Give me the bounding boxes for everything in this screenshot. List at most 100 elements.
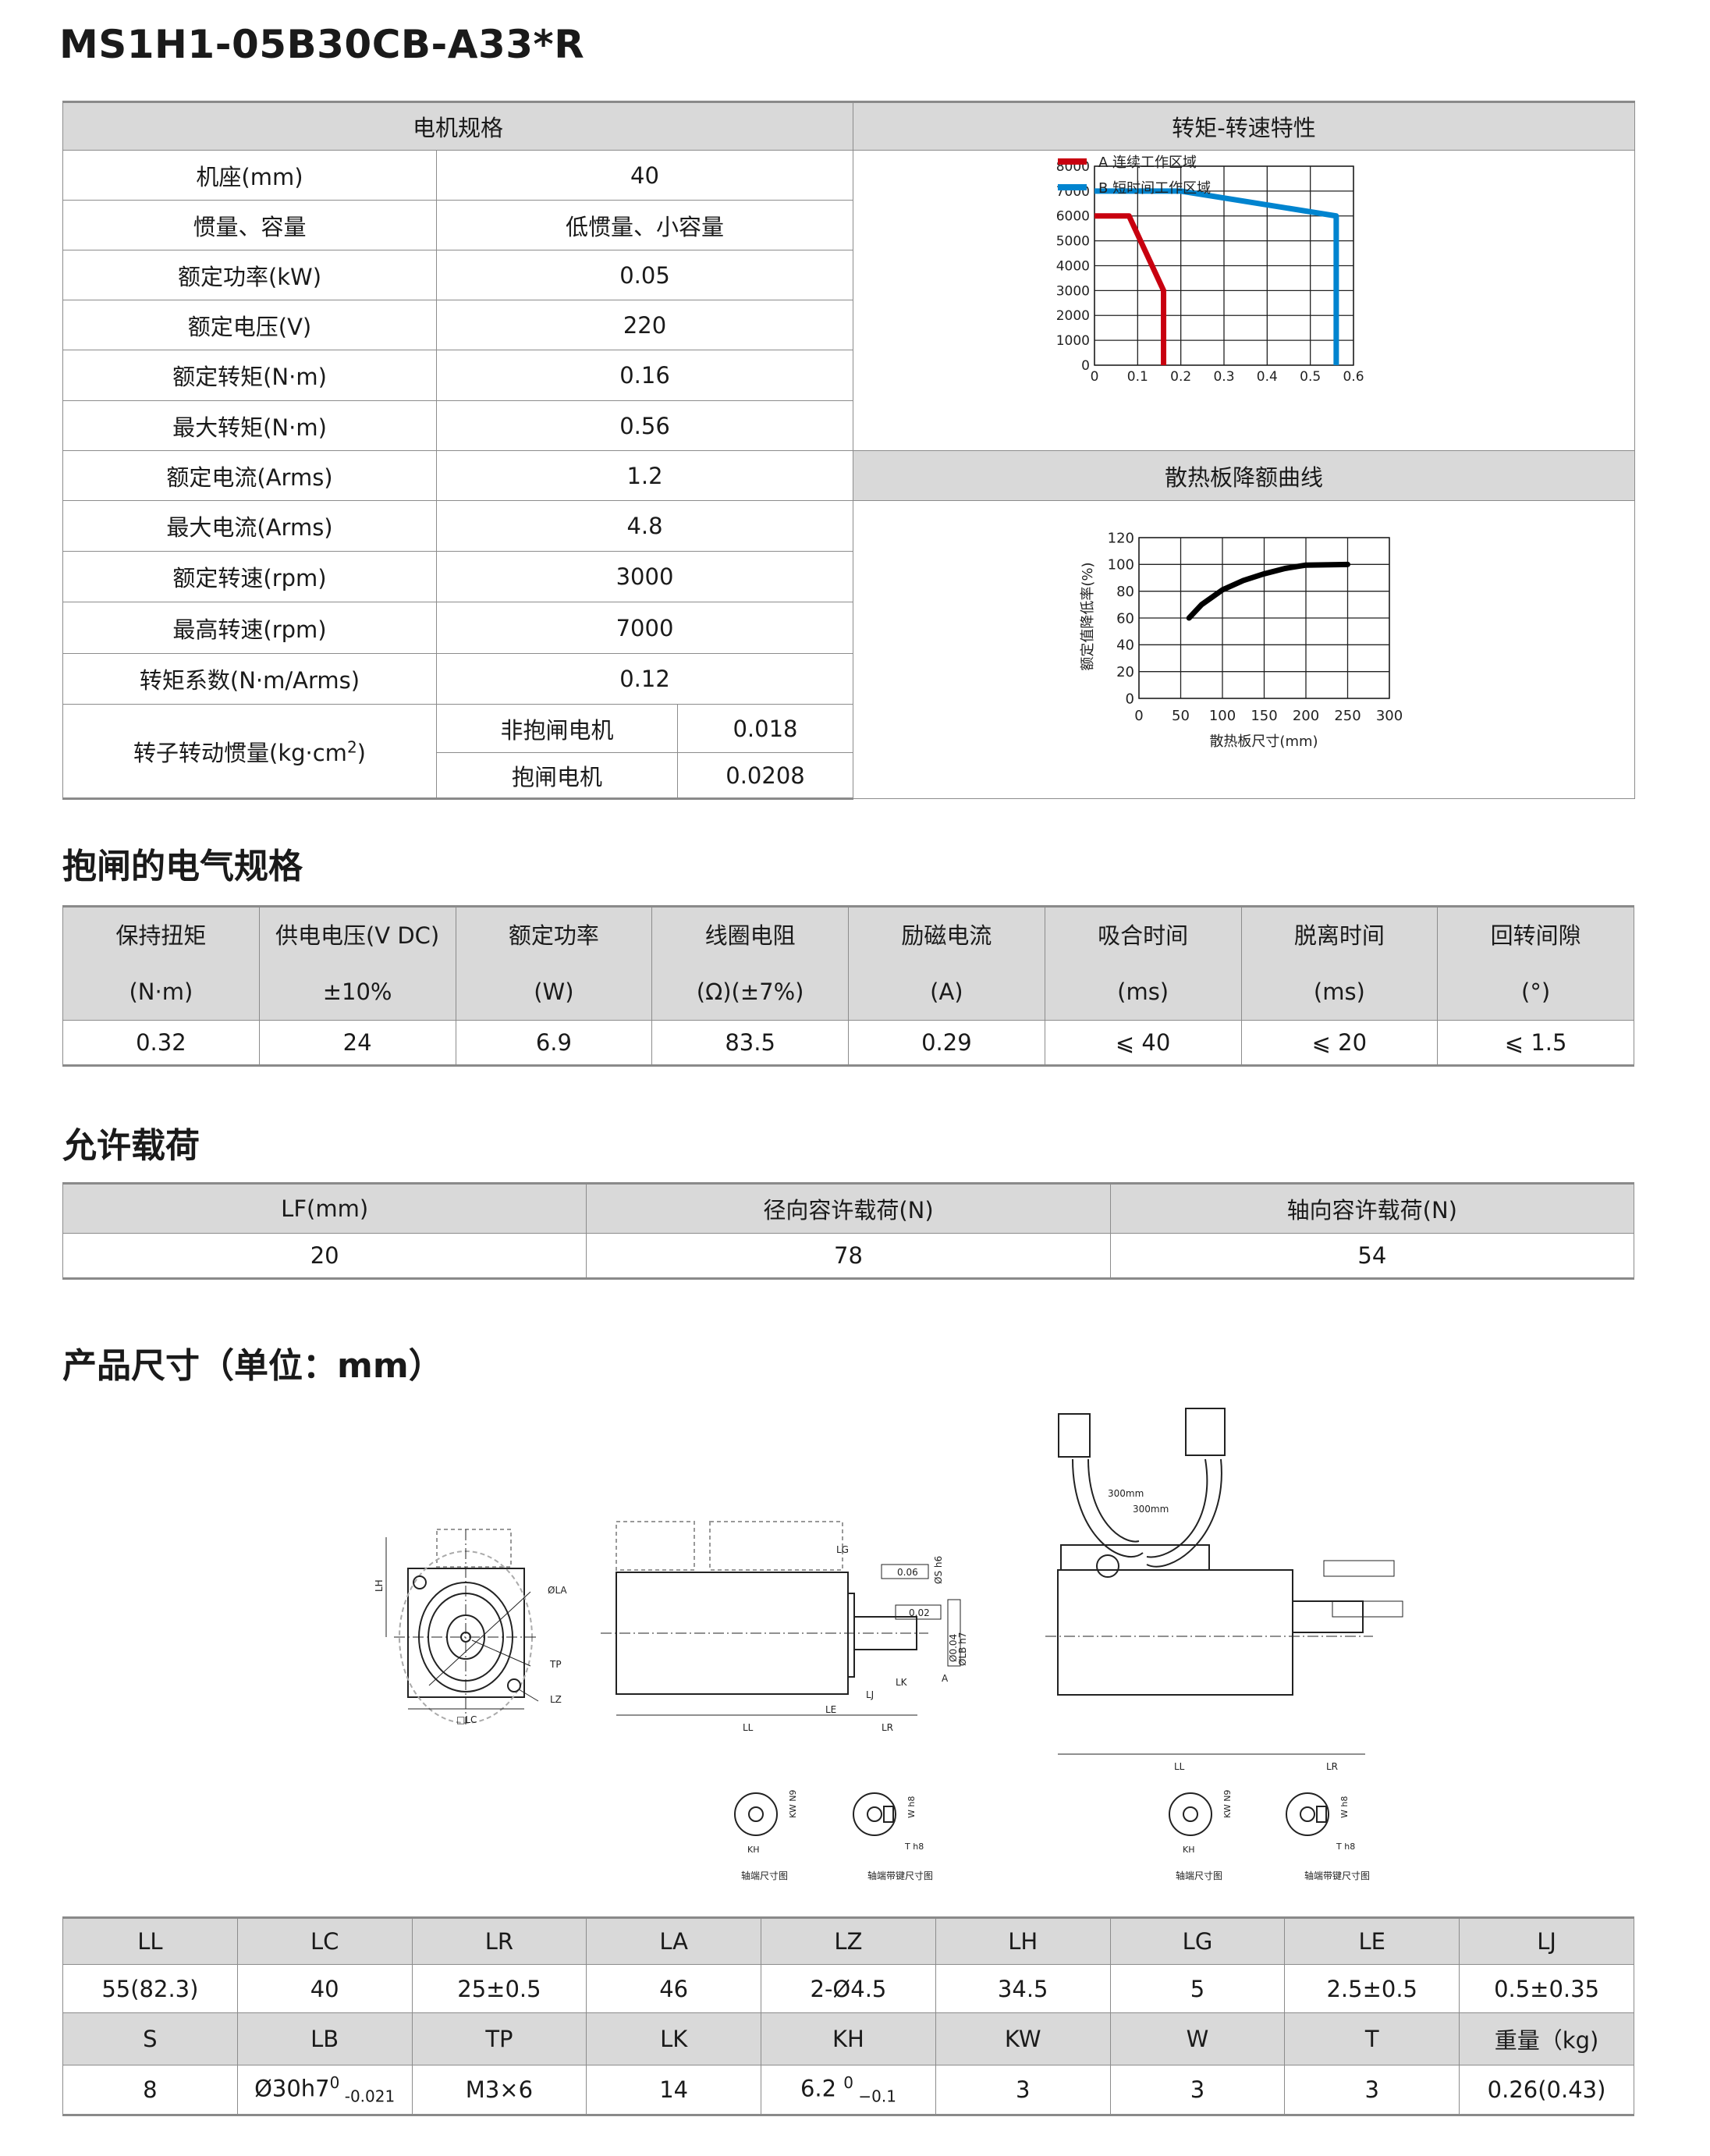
dim-value: 0.5±0.35: [1459, 1964, 1634, 2013]
legend-label: A 连续工作区域: [1098, 155, 1197, 171]
label-coaxial: Ø0.04: [948, 1634, 959, 1662]
brake-value: 6.9: [455, 1020, 653, 1067]
brake-col-title: 额定功率: [508, 922, 599, 949]
spec-value: 4.8: [435, 500, 854, 552]
label-t: T h8: [904, 1842, 924, 1852]
dim-header: LE: [1284, 1916, 1460, 1965]
brake-col-title: 吸合时间: [1098, 922, 1189, 949]
spec-value: 低惯量、小容量: [435, 200, 854, 250]
label-t-2: T h8: [1336, 1842, 1355, 1852]
front-view: ØLA TP LZ LH □LC: [374, 1529, 567, 1725]
inertia-sub-label: 非抱闸电机: [436, 704, 678, 753]
dim-value: 3: [1284, 2065, 1460, 2116]
spec-label: 最大电流(Arms): [62, 500, 437, 552]
spec-value: 0.56: [435, 400, 854, 451]
caption-shaft-end-2: 轴端尺寸图: [1176, 1870, 1222, 1881]
spec-label: 额定电流(Arms): [62, 450, 437, 501]
dim-value-main: Ø30h7: [254, 2075, 330, 2102]
spec-label: 额定电压(V): [62, 300, 437, 350]
label-cable-1: 300mm: [1108, 1488, 1144, 1499]
spec-value: 3000: [435, 551, 854, 602]
brake-value: 0.29: [848, 1020, 1045, 1067]
spec-label: 额定转速(rpm): [62, 551, 437, 602]
y-tick-label: 4000: [1056, 258, 1090, 274]
spec-header: 电机规格: [62, 101, 854, 151]
inertia-sub-value: 0.0208: [676, 752, 854, 800]
y-axis-label: 额定值降低率(%): [1080, 562, 1096, 670]
dim-value-lower-tol: -0.021: [339, 2087, 396, 2106]
brake-col-header: 供电电压(V DC) ±10%: [258, 905, 456, 1021]
brake-col-header: 脱离时间 (ms): [1240, 905, 1439, 1021]
dim-value-upper-tol: 0: [329, 2073, 340, 2093]
brake-col-title: 线圈电阻: [704, 922, 796, 949]
brake-value: ⩽ 20: [1240, 1020, 1439, 1067]
load-value: 20: [62, 1233, 587, 1280]
legend-label: B 短时间工作区域: [1098, 180, 1211, 197]
x-tick-label: 0.6: [1343, 369, 1364, 385]
y-tick-label: 80: [1116, 584, 1134, 600]
dim-header: LL: [62, 1916, 238, 1965]
allowable-load-table: LF(mm) 径向容许载荷(N) 轴向容许载荷(N) 20 78 54: [62, 1182, 1635, 1280]
label-w-2: W h8: [1339, 1796, 1350, 1818]
brake-col-header: 保持扭矩 (N·m): [62, 905, 260, 1021]
dim-value-main: 0.26(0.43): [1487, 2076, 1606, 2103]
dim-header: TP: [411, 2012, 587, 2065]
series-line-1: [1094, 188, 1339, 365]
derating-chart: 0 50 100 150 200 250 300 0 20 40 60 80 100 120 散热板尺寸(m…: [1080, 530, 1403, 750]
brake-value: ⩽ 1.5: [1437, 1020, 1634, 1067]
y-tick-label: 6000: [1056, 209, 1090, 225]
brake-col-unit: (A): [930, 979, 963, 1005]
label-kw: KW N9: [788, 1790, 798, 1818]
spec-label: 机座(mm): [62, 150, 437, 201]
dim-header: LR: [411, 1916, 587, 1965]
dim-value: 8: [62, 2065, 238, 2116]
series-line-0: [1186, 561, 1350, 621]
y-tick-label: 0: [1081, 358, 1090, 374]
brake-spec-table: 保持扭矩 (N·m) 供电电压(V DC) ±10% 额定功率 (W) 线圈电阻 (Ω)(±7…: [62, 905, 1634, 1067]
y-tick-label: 1000: [1056, 333, 1090, 349]
label-kh: KH: [747, 1845, 760, 1855]
x-tick-label: 0: [1134, 708, 1143, 724]
y-tick-label: 40: [1116, 638, 1134, 654]
dim-header: LZ: [761, 1916, 936, 1965]
y-tick-label: 100: [1108, 557, 1134, 574]
dims-heading: 产品尺寸（单位：mm）: [62, 1346, 443, 1386]
x-tick-label: 50: [1172, 708, 1190, 724]
dim-header: T: [1284, 2012, 1460, 2065]
label-kw-2: KW N9: [1222, 1790, 1233, 1818]
dim-value: 46: [586, 1964, 762, 2013]
dim-value: Ø30h70 -0.021: [236, 2065, 413, 2116]
brake-value: 0.32: [62, 1020, 260, 1067]
plot-frame: [1094, 165, 1354, 366]
dim-value-main: 3: [1364, 2076, 1379, 2103]
label-lh: LH: [374, 1579, 385, 1592]
dim-value-main: M3×6: [465, 2076, 534, 2103]
load-col-header: 轴向容许载荷(N): [1109, 1182, 1635, 1234]
brake-value: ⩽ 40: [1044, 1020, 1242, 1067]
load-value: 78: [586, 1233, 1111, 1280]
dim-header: W: [1109, 2012, 1286, 2065]
spec-value: 220: [435, 300, 854, 350]
load-col-header: 径向容许载荷(N): [586, 1182, 1111, 1234]
spec-label: 最大转矩(N·m): [62, 400, 437, 451]
brake-col-unit: (ms): [1313, 979, 1365, 1005]
shaft-end-views: KW N9 W h8 KH T h8 KW N9 W h8 KH T h8 轴端…: [734, 1790, 1370, 1881]
derating-chart-header: 散热板降额曲线: [853, 450, 1636, 501]
brake-col-title: 脱离时间: [1293, 922, 1385, 949]
derating-chart-cell: [853, 500, 1636, 799]
spec-label: 额定转矩(N·m): [62, 350, 437, 401]
spec-label: 额定功率(kW): [62, 250, 437, 300]
dim-value: 25±0.5: [411, 1964, 587, 2013]
y-tick-label: 20: [1116, 664, 1134, 680]
dim-header: LJ: [1459, 1916, 1634, 1965]
caption-shaft-key: 轴端带键尺寸图: [867, 1870, 933, 1881]
dim-header: LA: [586, 1916, 762, 1965]
y-tick-label: 120: [1108, 530, 1134, 546]
y-tick-label: 2000: [1056, 308, 1090, 324]
dim-value-lower-tol: −0.1: [853, 2087, 896, 2106]
legend-swatch: [1058, 158, 1087, 165]
spec-value: 7000: [435, 602, 854, 654]
label-lr: LR: [882, 1722, 893, 1733]
brake-value: 83.5: [651, 1020, 849, 1067]
brake-heading: 抱闸的电气规格: [62, 847, 303, 886]
